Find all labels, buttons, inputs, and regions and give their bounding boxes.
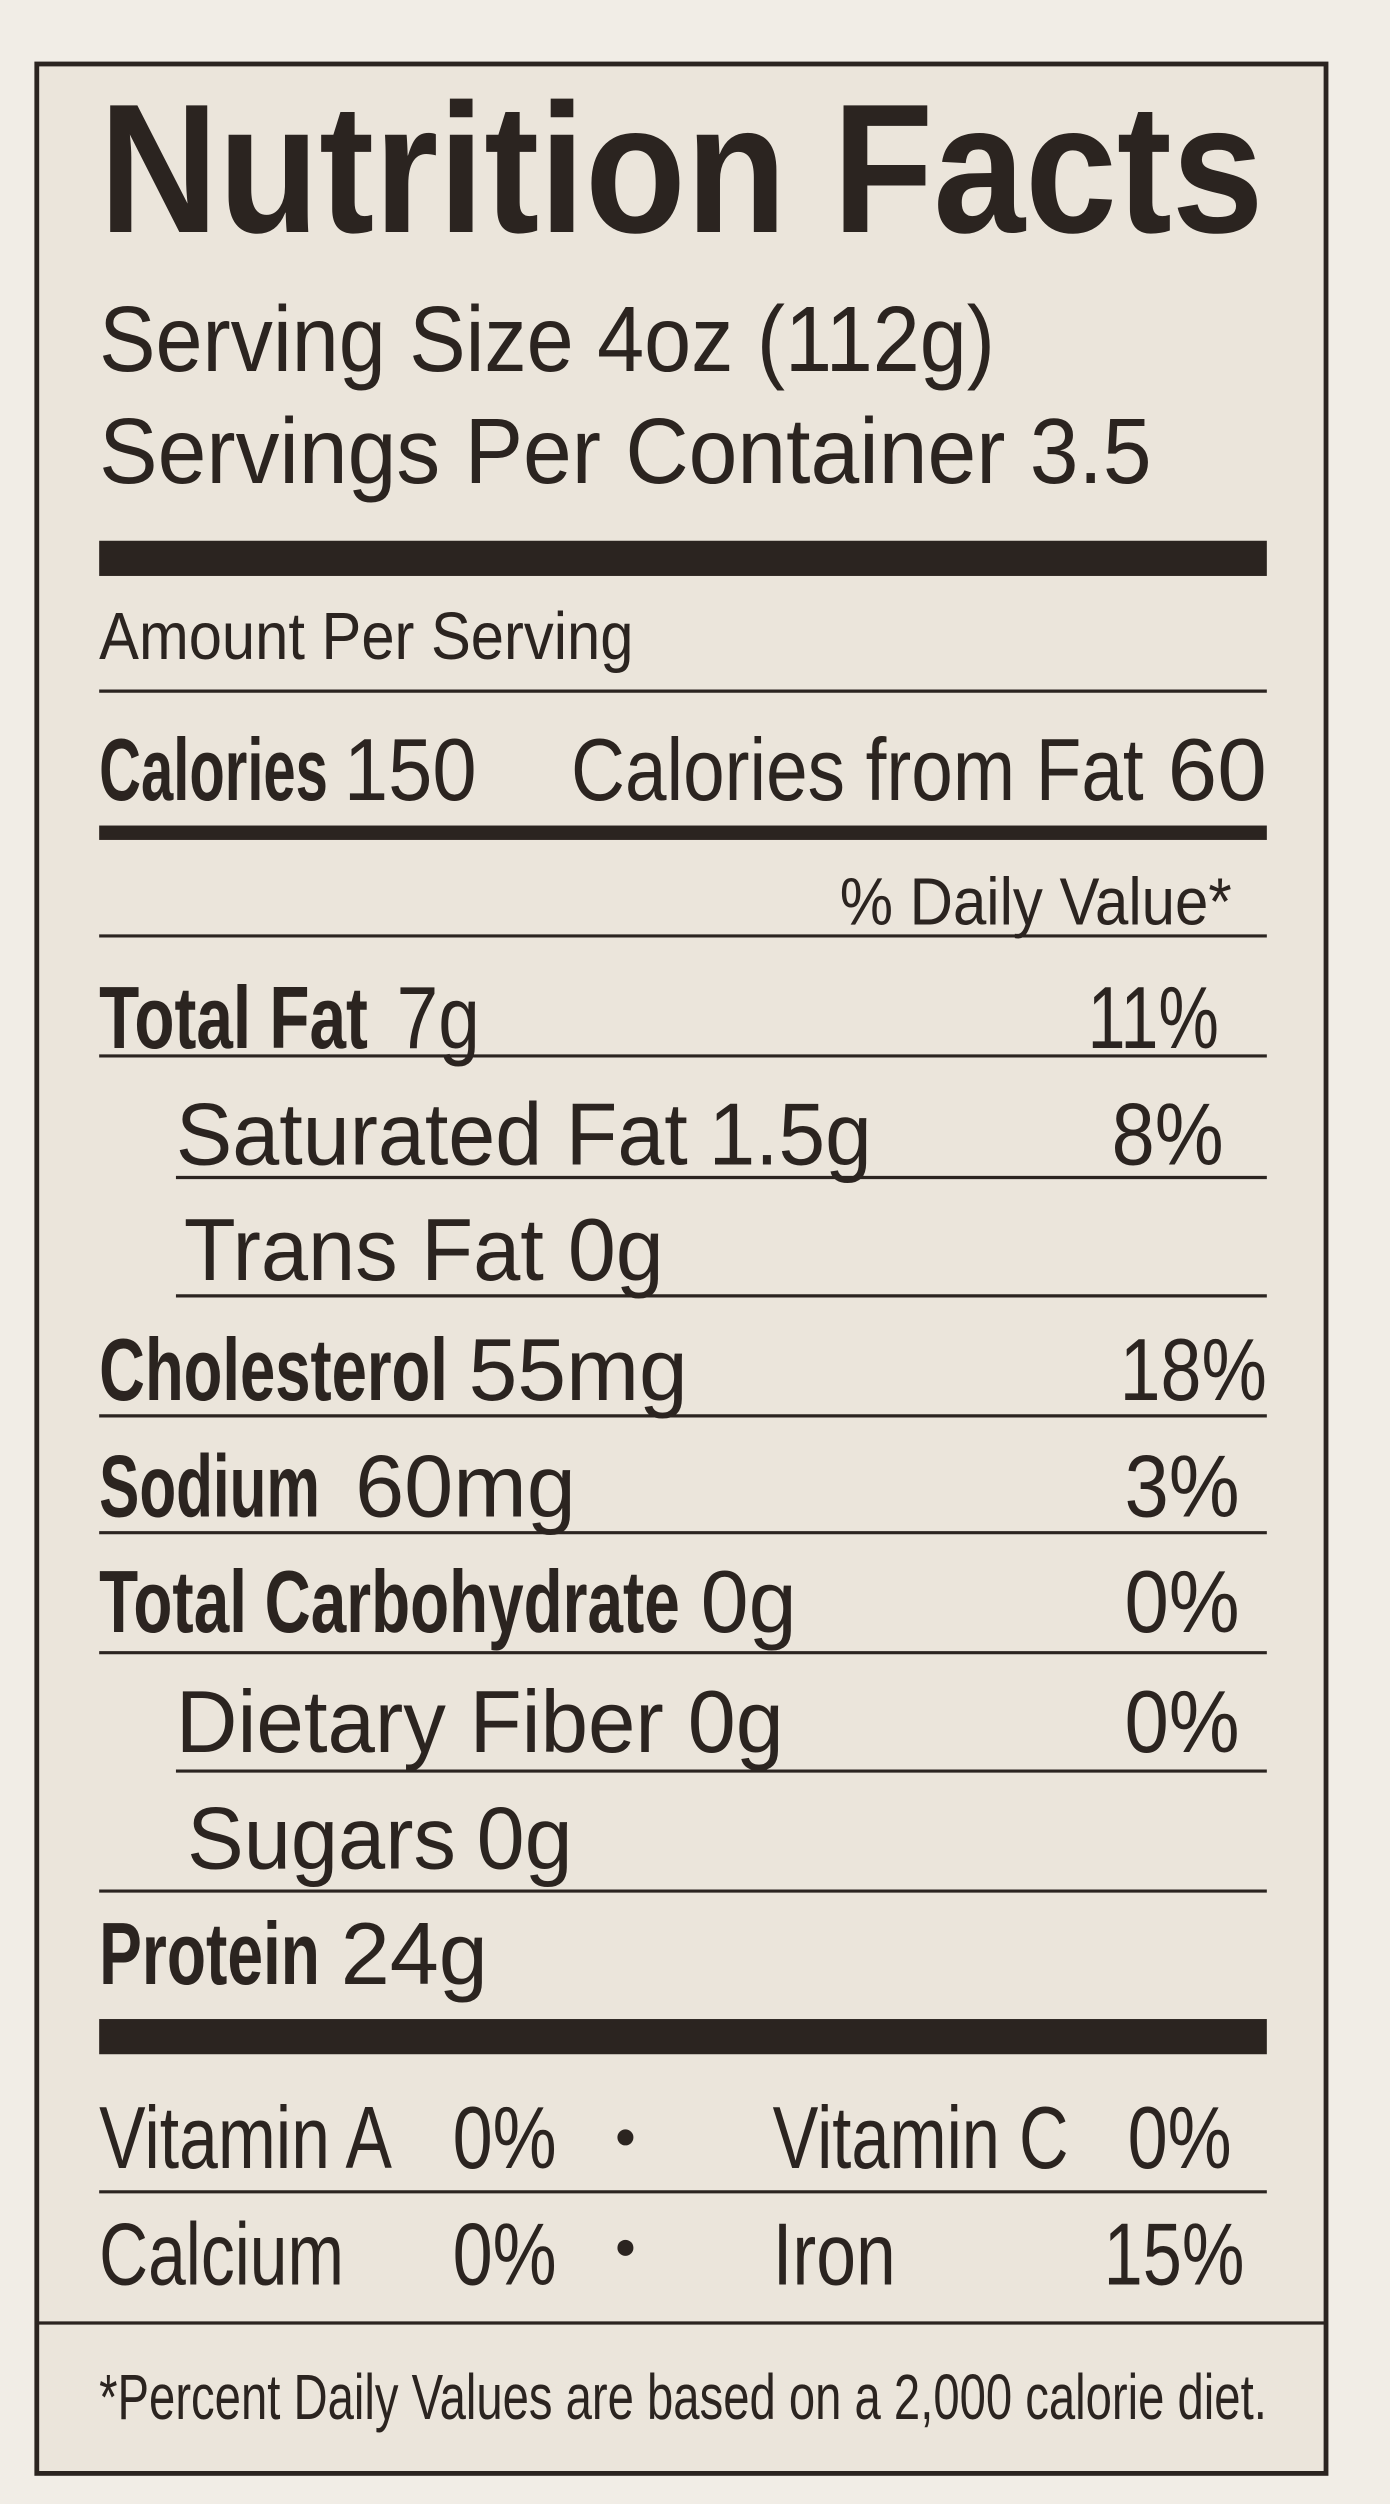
title: Nutrition Facts <box>99 65 1263 271</box>
vitamin-value: 0% <box>1128 2088 1232 2187</box>
calories-label: Calories <box>99 720 328 819</box>
separator-dot <box>617 2129 634 2146</box>
nutrient-amount: 7g <box>397 968 480 1067</box>
calories-from-fat-label: Calories from Fat <box>571 720 1144 819</box>
calories-value: 150 <box>344 720 477 819</box>
nutrient-name: Sodium <box>99 1437 320 1536</box>
nutrient-name: Saturated Fat <box>176 1085 688 1184</box>
vitamin-name: Calcium <box>99 2205 344 2304</box>
thick-rule <box>99 540 1267 576</box>
nutrient-amount: 0g <box>477 1789 573 1888</box>
nutrient-amount: 0g <box>688 1672 784 1771</box>
nutrient-amount: 1.5g <box>709 1085 872 1184</box>
vitamin-value: 0% <box>453 2088 557 2187</box>
nutrient-name: Protein <box>99 1904 320 2003</box>
vitamin-name: Vitamin A <box>99 2088 392 2187</box>
nutrient-name: Dietary Fiber <box>176 1672 664 1771</box>
vitamin-value: 15% <box>1104 2205 1245 2304</box>
nutrient-amount: 0g <box>701 1552 797 1651</box>
nutrient-name: Cholesterol <box>99 1320 448 1419</box>
amount-per-serving: Amount Per Serving <box>99 599 633 674</box>
nutrient-name: Total Fat <box>99 968 368 1067</box>
medium-rule <box>99 825 1267 840</box>
daily-value: 0% <box>1124 1552 1239 1651</box>
nutrient-amount: 60mg <box>355 1437 576 1536</box>
footnote: *Percent Daily Values are based on a 2,0… <box>99 2361 1267 2433</box>
daily-value: 8% <box>1112 1085 1224 1184</box>
nutrient-amount: 55mg <box>469 1320 688 1419</box>
daily-value: 11% <box>1088 968 1219 1067</box>
nutrient-amount: 0g <box>568 1200 664 1299</box>
vitamin-name: Vitamin C <box>773 2088 1069 2187</box>
nutrient-name: Total Carbohydrate <box>99 1552 680 1651</box>
separator-dot <box>617 2239 634 2256</box>
daily-value: 0% <box>1124 1672 1239 1771</box>
daily-value: 3% <box>1124 1437 1239 1536</box>
thick-rule <box>99 2019 1267 2055</box>
label-box <box>34 61 1329 2476</box>
nutrient-name: Trans Fat <box>184 1200 544 1299</box>
vitamin-name: Iron <box>773 2205 896 2304</box>
calories-from-fat-value: 60 <box>1168 720 1267 819</box>
nutrient-name: Sugars <box>187 1789 456 1888</box>
serving-size: Serving Size 4oz (112g) <box>99 287 995 391</box>
daily-value-header: % Daily Value* <box>840 865 1232 940</box>
daily-value: 18% <box>1120 1320 1267 1419</box>
servings-per-container: Servings Per Container 3.5 <box>99 399 1151 503</box>
nutrient-amount: 24g <box>341 1904 488 2003</box>
vitamin-value: 0% <box>453 2205 557 2304</box>
